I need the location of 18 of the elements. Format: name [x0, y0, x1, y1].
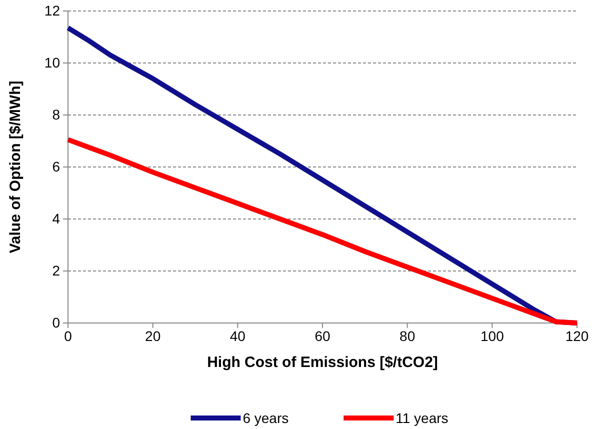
y-tick-label: 0 — [52, 314, 60, 330]
y-tick-label: 8 — [52, 106, 60, 122]
x-tick-label: 0 — [64, 328, 72, 344]
y-tick-label: 12 — [44, 2, 60, 18]
y-axis-title: Value of Option [$/MWh] — [7, 80, 24, 254]
y-tick-label: 10 — [44, 54, 60, 70]
x-axis-title: High Cost of Emissions [$/tCO2] — [207, 354, 438, 371]
x-tick-label: 40 — [230, 328, 246, 344]
x-tick-label: 120 — [565, 328, 589, 344]
y-tick-label: 6 — [52, 158, 60, 174]
y-tick-label: 4 — [52, 210, 60, 226]
legend-label: 6 years — [242, 410, 289, 426]
legend-label: 11 years — [396, 410, 448, 426]
x-tick-label: 80 — [400, 328, 416, 344]
x-tick-label: 60 — [314, 328, 330, 344]
x-tick-label: 100 — [480, 328, 504, 344]
x-tick-label: 20 — [145, 328, 161, 344]
y-tick-label: 2 — [52, 262, 60, 278]
